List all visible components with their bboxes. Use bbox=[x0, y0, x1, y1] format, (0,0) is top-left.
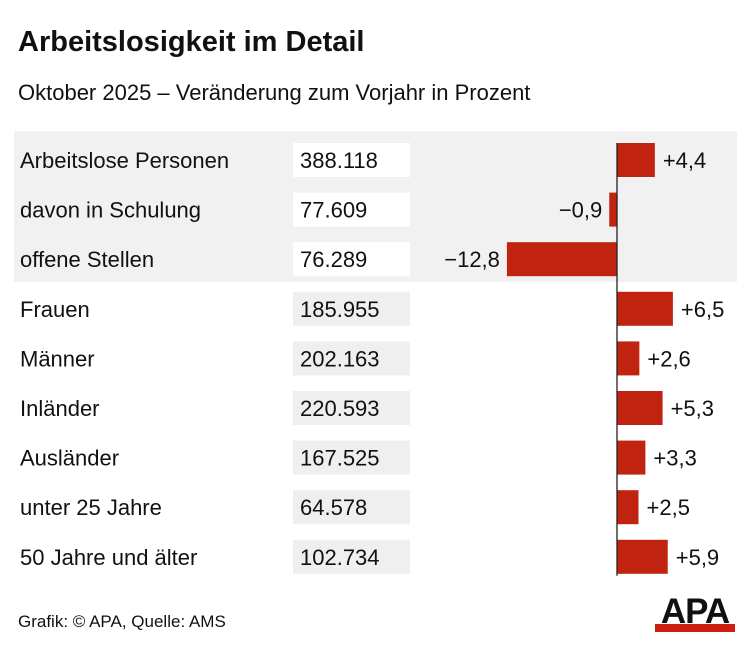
value-box bbox=[293, 391, 410, 425]
value-box bbox=[293, 539, 410, 574]
data-label: +2,5 bbox=[647, 495, 690, 520]
bar bbox=[617, 341, 640, 376]
value-box bbox=[293, 192, 410, 227]
category-label: Ausländer bbox=[20, 446, 119, 471]
category-label: Frauen bbox=[20, 297, 90, 322]
value-box bbox=[293, 440, 410, 475]
bar bbox=[617, 490, 639, 525]
data-label: +4,4 bbox=[663, 148, 706, 173]
data-label: −0,9 bbox=[559, 198, 602, 223]
value-box bbox=[293, 143, 410, 177]
absolute-value: 202.163 bbox=[300, 346, 380, 371]
absolute-value: 76.289 bbox=[300, 247, 367, 272]
bar bbox=[609, 192, 617, 227]
absolute-value: 185.955 bbox=[300, 297, 380, 322]
chart-subtitle: Oktober 2025 – Veränderung zum Vorjahr i… bbox=[18, 80, 531, 105]
bar bbox=[617, 539, 668, 574]
absolute-value: 64.578 bbox=[300, 495, 367, 520]
bar bbox=[617, 440, 646, 475]
chart-title: Arbeitslosigkeit im Detail bbox=[18, 26, 365, 58]
category-label: 50 Jahre und älter bbox=[20, 545, 197, 570]
category-label: Männer bbox=[20, 346, 95, 371]
data-label: +5,3 bbox=[671, 396, 714, 421]
absolute-value: 220.593 bbox=[300, 396, 380, 421]
category-label: unter 25 Jahre bbox=[20, 495, 162, 520]
value-box bbox=[293, 242, 410, 277]
bar bbox=[617, 143, 655, 177]
data-label: +3,3 bbox=[653, 446, 696, 471]
absolute-value: 77.609 bbox=[300, 198, 367, 223]
category-label: Inländer bbox=[20, 396, 100, 421]
category-label: Arbeitslose Personen bbox=[20, 148, 229, 173]
data-label: +2,6 bbox=[647, 346, 690, 371]
category-label: davon in Schulung bbox=[20, 198, 201, 223]
category-label: offene Stellen bbox=[20, 247, 154, 272]
data-label: +5,9 bbox=[676, 545, 719, 570]
absolute-value: 102.734 bbox=[300, 545, 380, 570]
value-box bbox=[293, 490, 410, 525]
data-label: −12,8 bbox=[444, 247, 500, 272]
bar bbox=[506, 242, 617, 277]
absolute-value: 388.118 bbox=[300, 148, 378, 173]
bar bbox=[617, 291, 673, 326]
data-label: +6,5 bbox=[681, 297, 724, 322]
bar bbox=[617, 391, 663, 425]
value-box bbox=[293, 291, 410, 326]
value-box bbox=[293, 341, 410, 376]
absolute-value: 167.525 bbox=[300, 446, 380, 471]
source-note: Grafik: © APA, Quelle: AMS bbox=[18, 612, 226, 631]
